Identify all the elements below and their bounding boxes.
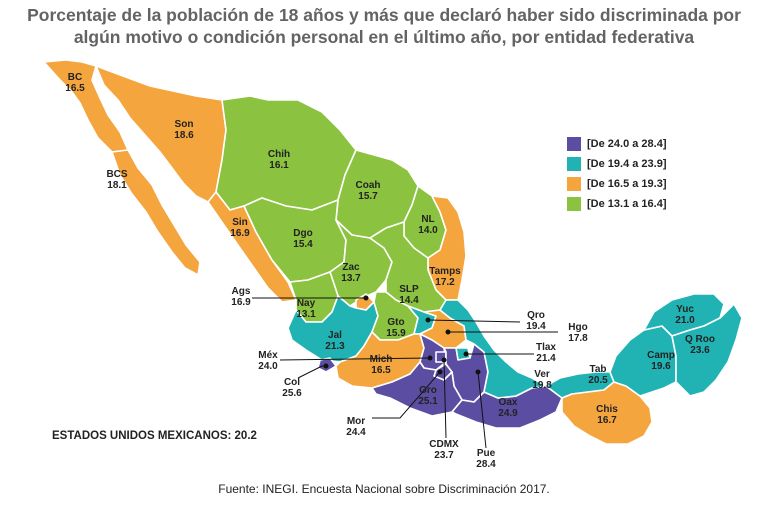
source-note: Fuente: INEGI. Encuesta Nacional sobre D… xyxy=(218,482,550,496)
label-chis: Chis 16.7 xyxy=(596,404,618,426)
label-col: Col 25.6 xyxy=(282,377,302,399)
label-yuc: Yuc 21.0 xyxy=(675,304,695,326)
legend-item: [De 16.5 a 19.3] xyxy=(567,174,667,194)
state-labels: BC 16.5 BCS 18.1 Son 18.6 Chih 16.1 Coah 15.7… xyxy=(65,72,715,470)
legend-swatch xyxy=(567,197,581,211)
leader-line-mex xyxy=(279,357,431,361)
legend-swatch xyxy=(567,137,581,151)
legend-label: [De 24.0 a 28.4] xyxy=(587,138,667,150)
legend-swatch xyxy=(567,157,581,171)
legend-label: [De 13.1 a 16.4] xyxy=(587,198,667,210)
label-mex: Méx 24.0 xyxy=(258,350,278,372)
leader-dot-pue xyxy=(475,369,481,375)
leader-line-cdmx xyxy=(443,359,447,439)
leader-dot-tlax xyxy=(463,351,469,357)
label-slp: SLP 14.4 xyxy=(399,284,419,306)
leader-dot-qro xyxy=(425,317,431,323)
label-gro: Gro 25.1 xyxy=(418,385,438,407)
label-dgo: Dgo 15.4 xyxy=(293,228,313,250)
legend-item: [De 13.1 a 16.4] xyxy=(567,194,667,214)
map-legend: [De 24.0 a 28.4] [De 19.4 a 23.9] [De 16… xyxy=(567,134,667,214)
label-zac: Zac 13.7 xyxy=(341,262,361,284)
leader-dot-cdmx xyxy=(441,357,447,363)
label-nay: Nay 13.1 xyxy=(296,298,316,320)
label-chih: Chih 16.1 xyxy=(268,149,290,171)
label-ver: Ver 19.8 xyxy=(532,369,552,391)
label-coah: Coah 15.7 xyxy=(356,180,381,202)
national-total: ESTADOS UNIDOS MEXICANOS: 20.2 xyxy=(52,430,257,442)
label-son: Son 18.6 xyxy=(174,119,194,141)
leader-lines xyxy=(252,295,558,449)
leader-dot-mor xyxy=(437,369,443,375)
label-gto: Gto 15.9 xyxy=(386,317,406,339)
legend-item: [De 24.0 a 28.4] xyxy=(567,134,667,154)
leader-line-pue xyxy=(477,371,487,449)
label-bcs: BCS 18.1 xyxy=(106,169,127,191)
state-shape-gro[interactable] xyxy=(371,361,463,417)
map-title: Porcentaje de la población de 18 años y … xyxy=(0,4,768,48)
legend-label: [De 19.4 a 23.9] xyxy=(587,158,667,170)
label-sin: Sin 16.9 xyxy=(230,217,250,239)
label-qroo: Q Roo 23.6 xyxy=(685,334,715,356)
state-shape-sin[interactable] xyxy=(207,191,297,303)
title-line-1: Porcentaje de la población de 18 años y … xyxy=(27,5,741,25)
label-qro: Qro 19.4 xyxy=(526,310,546,332)
label-cdmx: CDMX 23.7 xyxy=(429,439,459,461)
leader-dot-mex xyxy=(427,355,433,361)
leader-dot-ags xyxy=(363,295,369,301)
legend-item: [De 19.4 a 23.9] xyxy=(567,154,667,174)
label-camp: Camp 19.6 xyxy=(647,350,675,372)
leader-dot-col xyxy=(323,363,329,369)
label-ags: Ags 16.9 xyxy=(231,286,251,308)
leader-line-qro xyxy=(427,319,521,323)
state-shape-bc[interactable] xyxy=(43,59,129,153)
legend-label: [De 16.5 a 19.3] xyxy=(587,178,667,190)
leader-dot-hgo xyxy=(445,329,451,335)
state-shape-qroo[interactable] xyxy=(671,303,743,397)
label-mich: Mich 16.5 xyxy=(370,354,393,376)
state-shape-chis[interactable] xyxy=(561,381,653,445)
label-hgo: Hgo 17.8 xyxy=(568,322,588,344)
label-oax: Oax 24.9 xyxy=(498,397,518,419)
leader-line-mor xyxy=(372,371,441,419)
state-shape-son[interactable] xyxy=(95,65,227,203)
label-nl: NL 14.0 xyxy=(418,214,438,236)
state-shape-ver[interactable] xyxy=(439,299,547,399)
label-tlax: Tlax 21.4 xyxy=(536,342,556,364)
title-line-2: algún motivo o condición personal en el … xyxy=(73,27,695,47)
label-tab: Tab 20.5 xyxy=(588,364,608,386)
state-shapes xyxy=(43,59,743,445)
label-mor: Mor 24.4 xyxy=(346,416,366,438)
label-pue: Pue 28.4 xyxy=(476,448,496,470)
label-jal: Jal 21.3 xyxy=(325,330,345,352)
state-shape-bcs[interactable] xyxy=(111,149,201,276)
legend-swatch xyxy=(567,177,581,191)
label-tamps: Tamps 17.2 xyxy=(429,266,461,288)
label-bc: BC 16.5 xyxy=(65,72,85,94)
